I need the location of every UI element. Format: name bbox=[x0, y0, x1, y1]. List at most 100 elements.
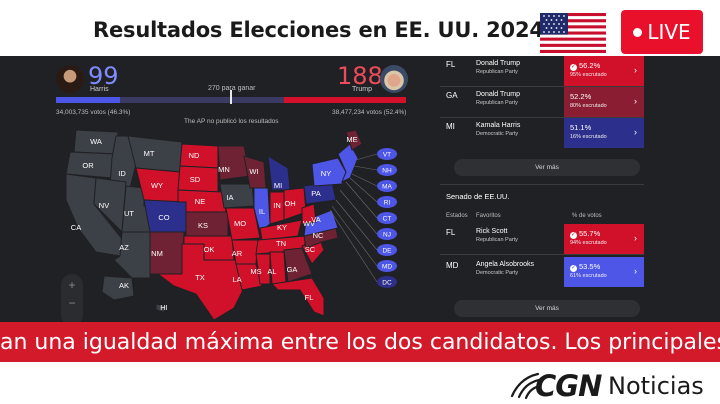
result-box[interactable]: 51.1% 16% escrutado › bbox=[564, 118, 644, 148]
footer bbox=[0, 362, 720, 404]
result-reported: 94% escrutado bbox=[570, 240, 607, 246]
zoom-in-button[interactable]: + bbox=[68, 278, 76, 292]
live-button[interactable]: LIVE bbox=[621, 10, 703, 54]
state-label-tx: TX bbox=[195, 273, 205, 282]
result-candidate: Angela Alsobrooks bbox=[476, 261, 534, 268]
result-reported: 80% escrutado bbox=[570, 103, 607, 109]
result-pct-line: ✓ 53.5% bbox=[570, 262, 600, 272]
state-label-ak: AK bbox=[119, 281, 129, 290]
state-label-sc: SC bbox=[305, 245, 316, 254]
state-label-ky: KY bbox=[277, 223, 287, 232]
result-row-mi[interactable]: MI Kamala Harris Democratic Party 51.1% … bbox=[440, 118, 644, 148]
chevron-right-icon: › bbox=[634, 266, 637, 276]
result-reported: 95% escrutado bbox=[570, 72, 607, 78]
state-label-fl: FL bbox=[305, 293, 314, 302]
result-pct: 53.5% bbox=[579, 262, 601, 271]
badge-label-dc: DC bbox=[382, 280, 392, 287]
state-label-il: IL bbox=[259, 207, 265, 216]
check-icon: ✓ bbox=[570, 64, 577, 71]
badge-vt bbox=[377, 148, 397, 160]
state-label-ut: UT bbox=[124, 209, 134, 218]
badge-label-nh: NH bbox=[382, 168, 392, 175]
result-row-fl[interactable]: FL Donald Trump Republican Party ✓ 56.2% … bbox=[440, 56, 644, 86]
state-label-oh: OH bbox=[284, 199, 295, 208]
harris-electoral-votes: 99 bbox=[88, 62, 119, 90]
header: Resultados Elecciones en EE. UU. 2024 LI… bbox=[0, 0, 720, 56]
harris-popular-votes: 34,003,735 votos (46.3%) bbox=[56, 109, 131, 116]
state-label-ar: AR bbox=[232, 249, 243, 258]
state-label-tn: TN bbox=[276, 239, 286, 248]
result-pct: 52.2% bbox=[570, 92, 592, 101]
state-label-wa: WA bbox=[90, 137, 102, 146]
us-results-map[interactable]: WA OR ID MT WY NV UT CO CA AZ NM ND SD N… bbox=[56, 128, 406, 322]
state-label-nd: ND bbox=[189, 151, 200, 160]
state-ak bbox=[101, 275, 135, 301]
state-label-or: OR bbox=[82, 161, 94, 170]
state-ia bbox=[219, 183, 255, 209]
badge-label-nj: NJ bbox=[383, 232, 391, 239]
chevron-right-icon: › bbox=[634, 96, 637, 106]
col-states: Estados bbox=[446, 213, 468, 219]
state-label-hi: HI bbox=[160, 303, 168, 312]
state-label-wi: WI bbox=[249, 167, 258, 176]
map-zoom-control: + − bbox=[61, 274, 83, 322]
results-list: FL Donald Trump Republican Party ✓ 56.2% … bbox=[440, 56, 645, 322]
state-label-ok: OK bbox=[204, 245, 215, 254]
harris-avatar bbox=[56, 65, 84, 93]
to-win-label: 270 para ganar bbox=[208, 85, 256, 92]
electoral-bar bbox=[56, 90, 406, 104]
us-flag-icon bbox=[540, 13, 606, 53]
state-label-va: VA bbox=[311, 215, 320, 224]
senate-row-md[interactable]: MD Angela Alsobrooks Democratic Party ✓ 5… bbox=[440, 257, 644, 287]
state-ms bbox=[255, 253, 271, 285]
state-label-ms: MS bbox=[250, 267, 261, 276]
divider bbox=[440, 184, 644, 185]
result-box[interactable]: ✓ 53.5% 61% escrutado › bbox=[564, 257, 644, 287]
state-tx bbox=[156, 243, 245, 321]
col-favorites: Favoritos bbox=[476, 213, 501, 219]
state-label-nc: NC bbox=[313, 231, 324, 240]
badge-label-vt: VT bbox=[383, 152, 391, 159]
result-reported: 61% escrutado bbox=[570, 273, 607, 279]
trump-bar-fill bbox=[283, 97, 406, 103]
trump-popular-votes: 38,477,234 votos (52.4%) bbox=[332, 109, 407, 116]
result-pct: 55.7% bbox=[579, 229, 601, 238]
state-ga bbox=[283, 247, 313, 283]
result-pct: 56.2% bbox=[579, 61, 601, 70]
trump-avatar bbox=[380, 65, 408, 93]
state-label-la: LA bbox=[232, 275, 241, 284]
state-label-mi: MI bbox=[274, 181, 282, 190]
badge-label-ct: CT bbox=[383, 216, 392, 223]
state-mo bbox=[225, 207, 261, 241]
result-box[interactable]: 52.2% 80% escrutado › bbox=[564, 87, 644, 117]
result-box[interactable]: ✓ 56.2% 95% escrutado › bbox=[564, 56, 644, 86]
state-me bbox=[345, 129, 363, 151]
result-reported: 16% escrutado bbox=[570, 134, 607, 140]
divider bbox=[440, 254, 644, 255]
result-candidate: Rick Scott bbox=[476, 228, 508, 235]
state-mt bbox=[127, 135, 183, 173]
badge-label-md: MD bbox=[382, 264, 392, 271]
result-party: Democratic Party bbox=[476, 131, 519, 137]
badge-label-ri: RI bbox=[384, 200, 391, 207]
chevron-right-icon: › bbox=[634, 65, 637, 75]
state-label-ne: NE bbox=[195, 197, 205, 206]
check-icon: ✓ bbox=[570, 232, 577, 239]
cgn-logo-icon bbox=[510, 372, 542, 400]
result-row-ga[interactable]: GA Donald Trump Republican Party 52.2% 8… bbox=[440, 87, 644, 117]
zoom-out-button[interactable]: − bbox=[68, 296, 76, 310]
news-ticker: an una igualdad máxima entre los dos can… bbox=[0, 322, 720, 362]
state-label-id: ID bbox=[118, 169, 126, 178]
ver-mas-button[interactable]: Ver más bbox=[454, 159, 640, 176]
state-la bbox=[235, 263, 263, 291]
result-box[interactable]: ✓ 55.7% 94% escrutado › bbox=[564, 224, 644, 254]
badge-ma bbox=[377, 180, 397, 192]
col-pct: % de votos bbox=[572, 213, 602, 219]
result-pct: 51.1% bbox=[570, 123, 592, 132]
result-candidate: Donald Trump bbox=[476, 60, 520, 67]
ver-mas-button[interactable]: Ver más bbox=[454, 300, 640, 317]
state-label-nv: NV bbox=[99, 201, 109, 210]
senate-row-fl[interactable]: FL Rick Scott Republican Party ✓ 55.7% 94… bbox=[440, 224, 644, 254]
result-state: GA bbox=[446, 91, 458, 100]
harris-bar-fill bbox=[56, 97, 121, 103]
